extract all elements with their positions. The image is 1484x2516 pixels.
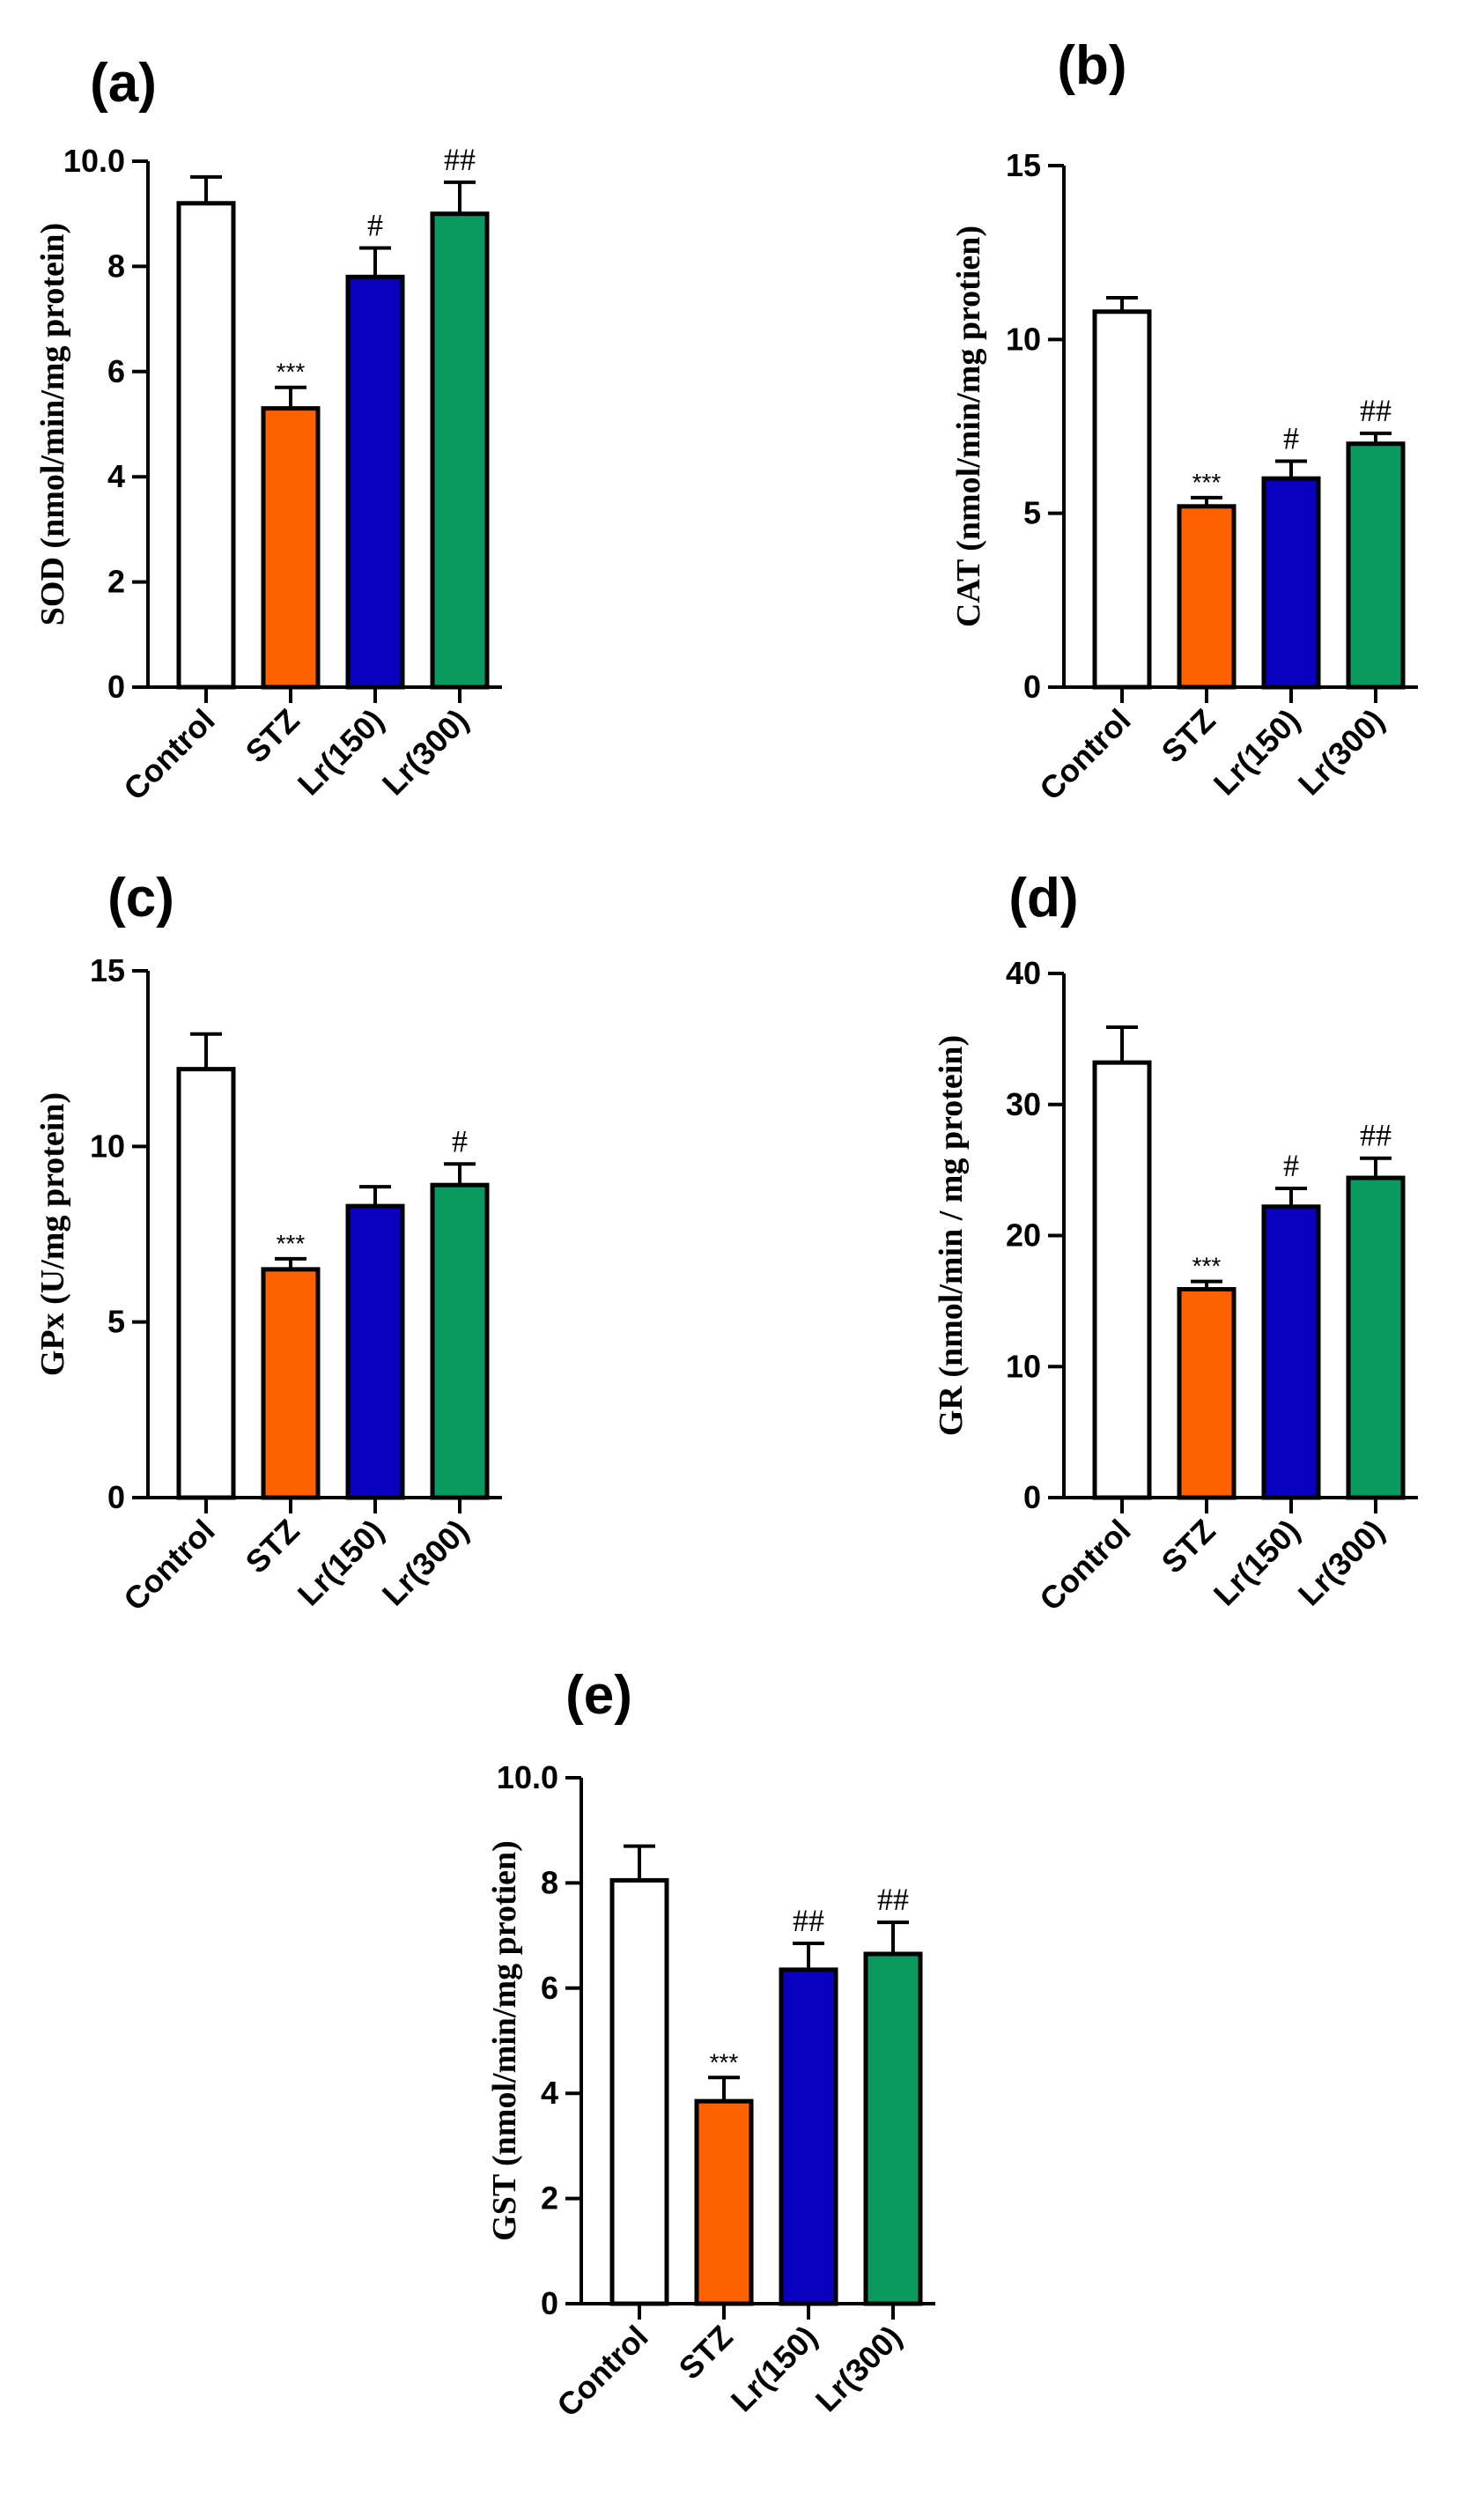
- x-tick-label: Lr(300): [1291, 1513, 1392, 1613]
- x-tick-label: Lr(150): [291, 702, 391, 803]
- bar-lr150: [345, 274, 405, 690]
- x-tick-label: Lr(150): [1207, 702, 1307, 803]
- x-tick-label: Lr(300): [375, 702, 476, 803]
- x-tick-label: STZ: [1155, 702, 1222, 770]
- chart-panel-2: (b) CAT (nmol/min/mg protien) 0 5 10 15 Contro…: [950, 35, 1418, 807]
- y-tick-label: 6: [541, 1970, 558, 2006]
- y-tick-label: 0: [107, 669, 125, 705]
- significance-marker: ##: [1360, 1118, 1392, 1153]
- y-tick-label: 2: [107, 564, 125, 600]
- y-tick-label: 10: [90, 1128, 125, 1164]
- x-tick-label: Lr(150): [291, 1513, 391, 1613]
- y-tick-label: 10.0: [497, 1759, 558, 1795]
- y-axis-label: SOD (nmol/min/mg protein): [34, 223, 71, 625]
- bar-lr300: [430, 211, 490, 690]
- x-tick-label: STZ: [1155, 1513, 1222, 1580]
- bar-control: [1092, 309, 1152, 690]
- significance-marker: ##: [1360, 393, 1392, 428]
- significance-marker: ##: [444, 142, 476, 177]
- y-axis-label: GST (nmol/min/mg protien): [486, 1840, 523, 2241]
- x-tick-label: Lr(150): [1207, 1513, 1307, 1613]
- x-tick-label: Lr(300): [808, 2319, 909, 2419]
- bar-control: [609, 1877, 669, 2306]
- bar-stz: [1177, 1286, 1237, 1500]
- x-tick-label: STZ: [672, 2319, 740, 2386]
- panel-label: (d): [1008, 868, 1078, 929]
- significance-marker: #: [367, 208, 383, 243]
- bar-lr300: [863, 1951, 923, 2306]
- y-tick-label: 10: [1006, 321, 1041, 357]
- bar-lr300: [1346, 441, 1406, 690]
- panel-label: (e): [565, 1665, 632, 1726]
- x-tick-label: STZ: [239, 1513, 306, 1580]
- y-axis-label: GR (nmol/min / mg protein): [933, 1035, 970, 1436]
- bar-stz: [261, 406, 321, 690]
- y-tick-label: 5: [1023, 495, 1041, 531]
- y-tick-label: 40: [1006, 955, 1041, 991]
- y-tick-label: 20: [1006, 1217, 1041, 1254]
- bar-lr150: [1261, 476, 1321, 690]
- panel-label: (b): [1057, 35, 1126, 96]
- y-tick-label: 10: [1006, 1348, 1041, 1384]
- significance-marker: #: [1283, 1148, 1299, 1183]
- significance-marker: #: [1283, 420, 1299, 455]
- significance-marker: ##: [793, 1903, 824, 1938]
- y-tick-label: 5: [107, 1304, 125, 1340]
- chart-panel-3: (c) GPx (U/mg protein) 0 5 10 15 Control STZ ***…: [34, 868, 502, 1617]
- y-tick-label: 15: [1006, 147, 1041, 183]
- x-tick-label: Control: [116, 702, 221, 807]
- y-tick-label: 0: [541, 2285, 558, 2321]
- significance-marker: ***: [277, 1230, 306, 1257]
- significance-marker: ***: [710, 2048, 739, 2076]
- bar-lr150: [1261, 1204, 1321, 1500]
- bar-lr150: [779, 1967, 838, 2306]
- x-tick-label: Control: [550, 2319, 654, 2424]
- bar-lr300: [430, 1182, 490, 1500]
- chart-panel-1: (a) SOD (nmol/min/mg protein) 0 2 4 6 8 10.0 Con…: [34, 53, 502, 807]
- y-tick-label: 4: [541, 2075, 558, 2111]
- bar-stz: [261, 1267, 321, 1500]
- x-tick-label: Control: [1032, 1513, 1137, 1617]
- y-tick-label: 30: [1006, 1086, 1041, 1122]
- significance-marker: ***: [1192, 469, 1222, 496]
- x-tick-label: Lr(300): [1291, 702, 1392, 803]
- y-tick-label: 15: [90, 952, 125, 988]
- significance-marker: ***: [1192, 1253, 1222, 1280]
- x-tick-label: Lr(300): [375, 1513, 476, 1613]
- x-tick-label: STZ: [239, 702, 306, 770]
- y-tick-label: 0: [1023, 669, 1041, 705]
- panel-label: (c): [107, 868, 174, 929]
- y-tick-label: 6: [107, 353, 125, 389]
- y-tick-label: 8: [541, 1864, 558, 1900]
- significance-marker: ##: [877, 1882, 909, 1917]
- y-axis-label: GPx (U/mg protein): [34, 1092, 71, 1376]
- bar-stz: [1177, 504, 1237, 690]
- bar-control: [1092, 1060, 1152, 1500]
- panel-label: (a): [90, 53, 157, 114]
- x-tick-label: Control: [116, 1513, 221, 1617]
- y-tick-label: 2: [541, 2180, 558, 2216]
- bar-control: [176, 201, 236, 690]
- chart-panel-4: (d) GR (nmol/min / mg protein) 0 10 20 30 40 Co…: [933, 868, 1418, 1617]
- bar-stz: [694, 2098, 754, 2306]
- y-tick-label: 4: [107, 458, 125, 494]
- bar-lr150: [345, 1203, 405, 1500]
- y-tick-label: 0: [1023, 1479, 1041, 1515]
- y-tick-label: 10.0: [63, 143, 125, 179]
- bar-control: [176, 1067, 236, 1500]
- y-tick-label: 8: [107, 248, 125, 284]
- chart-panel-5: (e) GST (nmol/min/mg protien) 0 2 4 6 8 10.0 Con…: [486, 1665, 935, 2424]
- significance-marker: ***: [277, 359, 306, 386]
- significance-marker: #: [452, 1123, 468, 1158]
- x-tick-label: Control: [1032, 702, 1137, 807]
- bar-lr300: [1346, 1175, 1406, 1500]
- y-axis-label: CAT (nmol/min/mg protien): [950, 226, 987, 627]
- x-tick-label: Lr(150): [724, 2319, 824, 2419]
- y-tick-label: 0: [107, 1479, 125, 1515]
